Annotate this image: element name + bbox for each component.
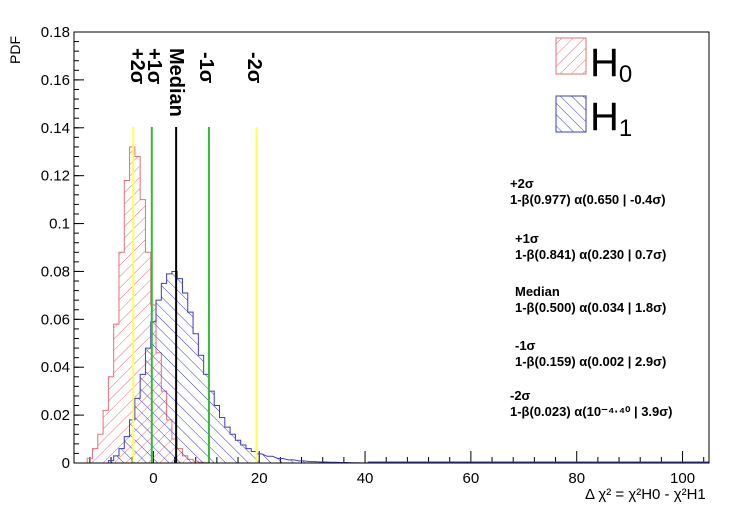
vline-label: +1σ [143,48,165,85]
x-tick-label: 0 [149,470,157,487]
y-tick-label: 0.04 [41,359,70,376]
y-tick-label: 0.1 [49,216,70,233]
y-tick-label: 0.14 [41,120,70,137]
histogram-h1 [107,270,369,464]
histograms [86,146,709,464]
vline-label: -1σ [195,52,217,84]
x-tick-label: 40 [357,470,374,487]
annotation-head: -1σ [515,338,536,353]
x-axis-label-text: Δ χ² = χ²H0 - χ²H1 [585,486,706,503]
sigma-line-labels: +2σ+1σ Median -1σ -2σ [126,48,265,117]
sensitivity-annotations: +2σ1-β(0.977) α(0.650 | -0.4σ) +1σ1-β(0.8… [510,176,673,419]
y-tick-label: 0.08 [41,263,70,280]
y-tick-label: 0.16 [41,72,70,89]
annotation-line: 1-β(0.500) α(0.034 | 1.8σ) [515,300,666,315]
annotation-line: 1-β(0.841) α(0.230 | 0.7σ) [515,247,666,262]
x-tick-label: 80 [568,470,585,487]
annotation-head: Median [515,284,560,299]
annotation-head: +1σ [515,231,539,246]
annotation-head: +2σ [510,176,534,191]
x-axis-label: Δ χ² = χ²H0 - χ²H1 [585,486,706,503]
vline-label: Median [165,48,187,117]
annotation-line: 1-β(0.977) α(0.650 | -0.4σ) [510,192,666,207]
vline-label: -2σ [243,52,265,84]
annotation-line: 1-β(0.159) α(0.002 | 2.9σ) [515,354,666,369]
legend-swatch-h1 [555,95,587,133]
legend: H0 H1 [555,37,632,142]
x-tick-label: 100 [670,470,695,487]
x-tick-label: 60 [463,470,480,487]
legend-label-h0: H0 [590,41,632,88]
x-tick-label: 20 [251,470,268,487]
legend-label-h1: H1 [590,95,632,142]
y-tick-label: 0.02 [41,407,70,424]
sigma-lines [132,127,258,463]
vline-label: +2σ [126,48,148,85]
y-axis-label: PDF [7,36,23,64]
x-axis-ticks: 0 20 40 60 80 100 [89,451,705,487]
y-tick-label: 0.18 [41,24,70,41]
y-axis-ticks: 0 0.02 0.04 0.06 0.08 0.1 0.12 0.14 0.16 0.18 [41,24,84,472]
y-tick-label: 0.06 [41,311,70,328]
annotation-line: 1-β(0.023) α(10⁻⁴·⁴⁰ | 3.9σ) [510,404,673,419]
legend-swatch-h0 [555,37,587,75]
annotation-head: -2σ [510,388,531,403]
plot-frame [73,31,710,464]
y-tick-label: 0.12 [41,168,70,185]
y-tick-label: 0 [62,455,70,472]
